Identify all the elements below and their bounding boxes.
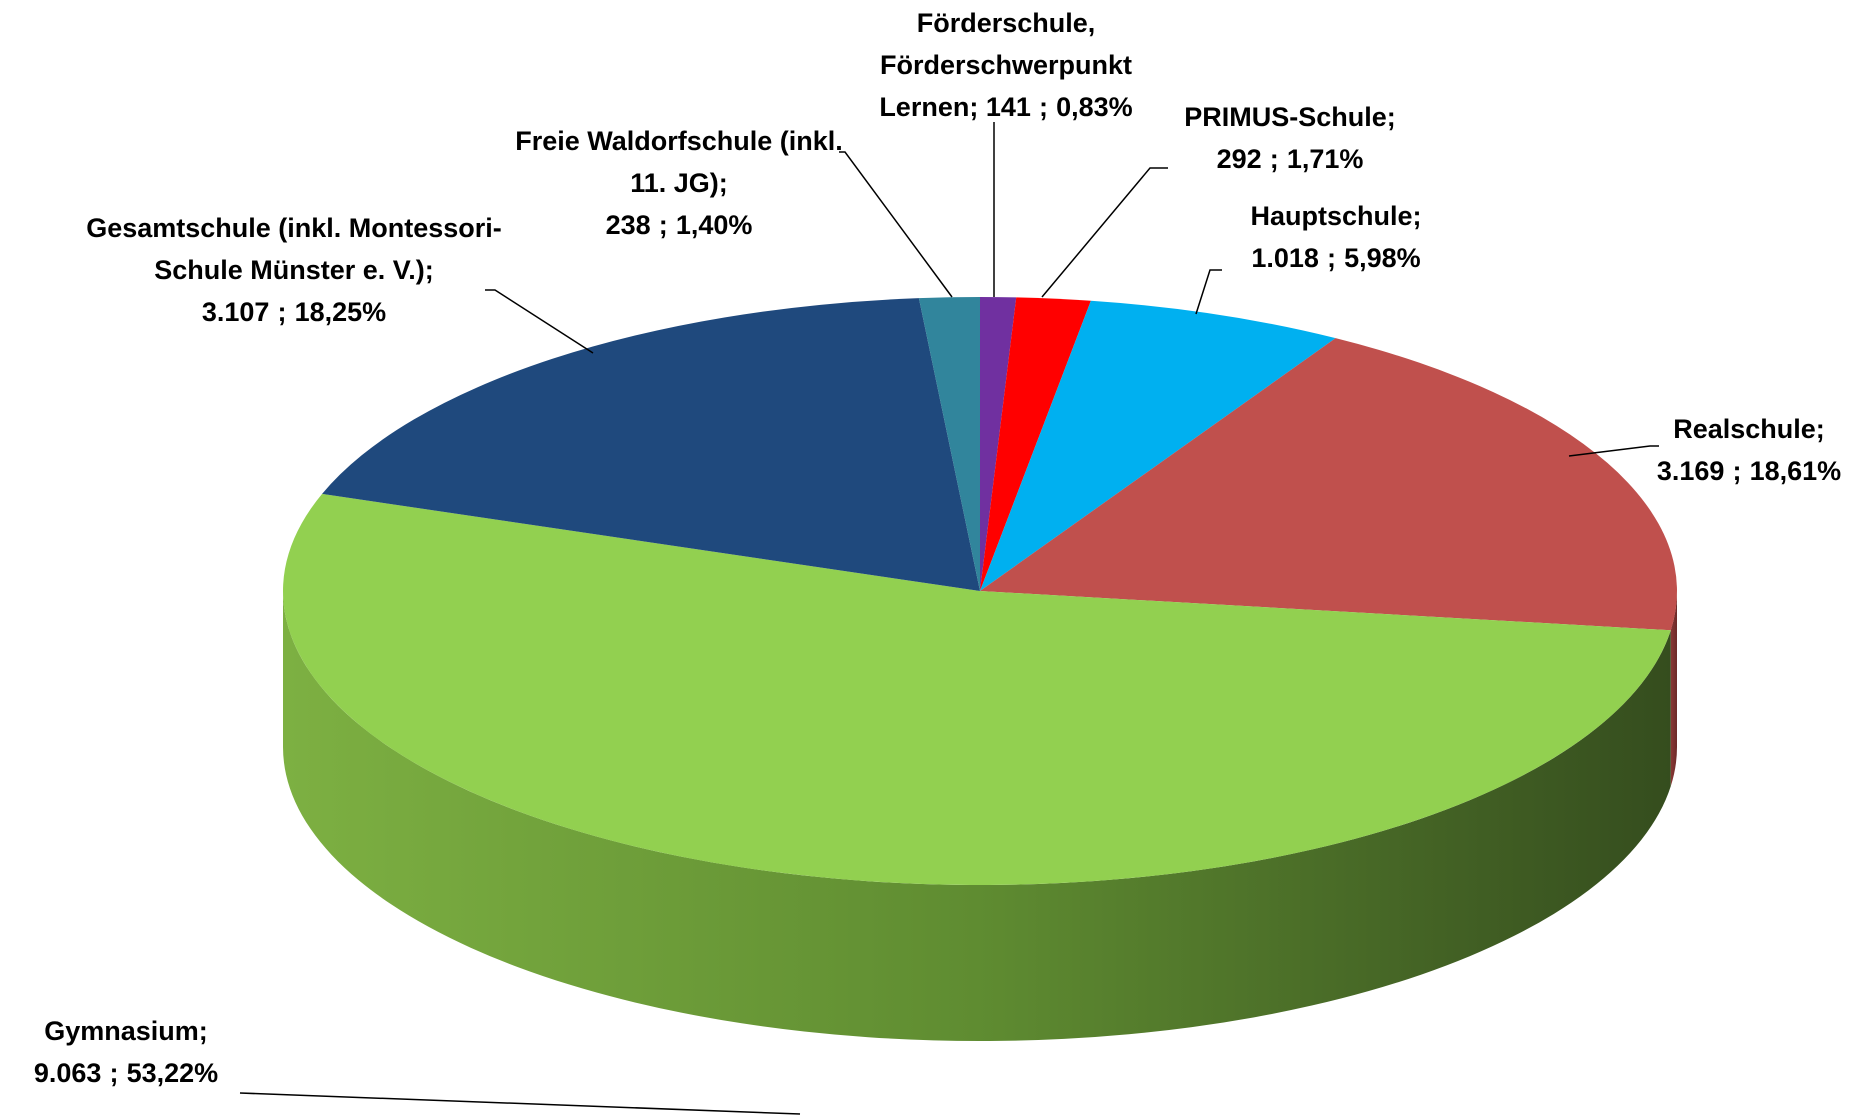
percent-label: 53,22% bbox=[126, 1058, 219, 1088]
value-label: 141 bbox=[985, 92, 1031, 122]
category-label: Gymnasium bbox=[44, 1016, 199, 1046]
category-label: Hauptschule bbox=[1250, 201, 1413, 231]
slice-side bbox=[283, 591, 1671, 1041]
data-label: Förderschule, Förderschwerpunkt Lernen; … bbox=[841, 2, 1171, 128]
slice bbox=[322, 298, 981, 591]
separator: ; bbox=[1386, 102, 1396, 132]
separator: ; bbox=[109, 1058, 119, 1088]
separator: ; bbox=[277, 297, 287, 327]
value-group: 3.169; 18,61% bbox=[1619, 450, 1869, 492]
percent-label: 18,25% bbox=[294, 297, 387, 327]
leader-line bbox=[1568, 445, 1659, 457]
value-label: 238 bbox=[605, 210, 651, 240]
data-label: Realschule; 3.169; 18,61% bbox=[1619, 408, 1869, 492]
separator: ; bbox=[424, 255, 434, 285]
separator: ; bbox=[1732, 456, 1742, 486]
data-label: Freie Waldorfschule (inkl. 11. JG); 238;… bbox=[509, 120, 849, 246]
separator: ; bbox=[969, 92, 979, 122]
leader-line bbox=[485, 289, 594, 354]
value-group: 1.018; 5,98% bbox=[1201, 237, 1471, 279]
slice-side bbox=[1670, 591, 1677, 787]
separator: ; bbox=[1039, 92, 1049, 122]
category-label: Realschule bbox=[1673, 414, 1816, 444]
separator: ; bbox=[658, 210, 668, 240]
separator: ; bbox=[198, 1016, 208, 1046]
separator: ; bbox=[1327, 243, 1336, 273]
percent-label: 0,83% bbox=[1056, 92, 1133, 122]
value-label: 292 bbox=[1216, 144, 1262, 174]
separator: ; bbox=[1412, 201, 1422, 231]
leader-line bbox=[839, 151, 953, 298]
data-label: PRIMUS-Schule; 292; 1,71% bbox=[1155, 96, 1425, 180]
category-label: PRIMUS-Schule bbox=[1184, 102, 1387, 132]
separator: ; bbox=[718, 168, 728, 198]
value-group: 141; 0,83% bbox=[986, 92, 1133, 122]
percent-label: 1,40% bbox=[675, 210, 753, 240]
value-group: 9.063; 53,22% bbox=[0, 1052, 256, 1094]
value-group: 238; 1,40% bbox=[509, 204, 849, 246]
value-label: 3.107 bbox=[201, 297, 270, 327]
separator: ; bbox=[1269, 144, 1279, 174]
leader-line bbox=[1195, 269, 1222, 315]
value-label: 1.018 bbox=[1251, 243, 1319, 273]
data-label: Hauptschule; 1.018; 5,98% bbox=[1201, 195, 1471, 279]
category-label: Gesamtschule (inkl. Montessori-Schule Mü… bbox=[86, 213, 502, 285]
percent-label: 18,61% bbox=[1749, 456, 1842, 486]
slice bbox=[283, 493, 1671, 885]
category-label: Freie Waldorfschule (inkl. 11. JG) bbox=[515, 126, 843, 198]
slice bbox=[918, 297, 980, 591]
data-label: Gesamtschule (inkl. Montessori-Schule Mü… bbox=[84, 207, 504, 333]
slice bbox=[980, 300, 1336, 591]
percent-label: 1,71% bbox=[1286, 144, 1364, 174]
data-label: Gymnasium; 9.063; 53,22% bbox=[0, 1010, 256, 1094]
percent-label: 5,98% bbox=[1344, 243, 1421, 273]
slice bbox=[980, 297, 1017, 591]
leader-line bbox=[239, 1092, 801, 1115]
value-label: 9.063 bbox=[33, 1058, 102, 1088]
category-label: Förderschule, Förderschwerpunkt Lernen bbox=[879, 8, 1133, 122]
slice bbox=[980, 297, 1091, 591]
separator: ; bbox=[1815, 414, 1825, 444]
value-group: 3.107; 18,25% bbox=[84, 291, 504, 333]
slice bbox=[980, 338, 1677, 631]
value-label: 3.169 bbox=[1656, 456, 1725, 486]
value-group: 292; 1,71% bbox=[1155, 138, 1425, 180]
leader-line bbox=[1041, 167, 1168, 298]
